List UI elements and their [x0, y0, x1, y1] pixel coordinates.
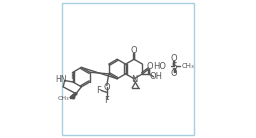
- Text: HO: HO: [154, 62, 167, 71]
- Text: O: O: [146, 63, 153, 71]
- Text: HN: HN: [55, 75, 67, 84]
- Text: F: F: [104, 96, 109, 105]
- Text: F: F: [70, 72, 75, 81]
- Text: N: N: [132, 75, 138, 84]
- Text: S: S: [171, 62, 177, 71]
- Text: CH₃: CH₃: [58, 96, 69, 101]
- Text: CH₃: CH₃: [182, 63, 195, 69]
- Text: O: O: [171, 54, 177, 63]
- Text: O: O: [103, 83, 110, 92]
- Text: OH: OH: [150, 72, 163, 81]
- Text: O: O: [131, 46, 137, 55]
- Text: F: F: [96, 86, 101, 95]
- Text: ●: ●: [70, 95, 75, 99]
- Text: O: O: [171, 69, 177, 78]
